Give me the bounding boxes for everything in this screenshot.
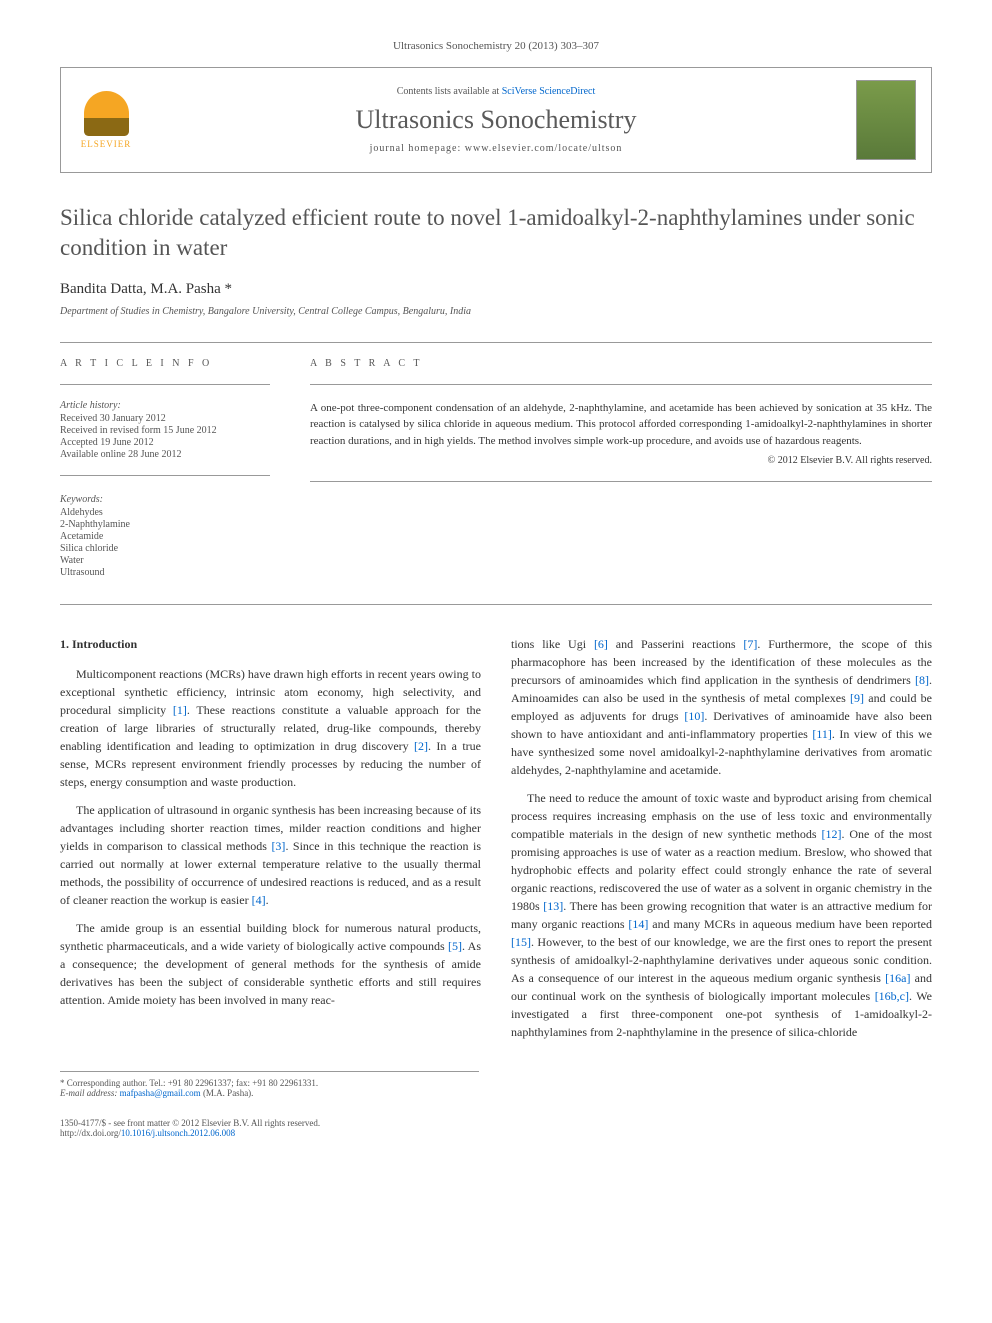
doi-link[interactable]: 10.1016/j.ultsonch.2012.06.008 [121,1128,235,1138]
reference-link[interactable]: [15] [511,935,531,949]
publisher-logo[interactable]: ELSEVIER [76,85,136,155]
article-title: Silica chloride catalyzed efficient rout… [60,203,932,263]
elsevier-tree-icon [84,91,129,136]
paragraph: The amide group is an essential building… [60,919,481,1009]
keyword: Silica chloride [60,543,270,554]
contents-line: Contents lists available at SciVerse Sci… [151,86,841,97]
article-info-header: A R T I C L E I N F O [60,358,270,369]
received-date: Received 30 January 2012 [60,413,270,424]
sciverse-link[interactable]: SciVerse ScienceDirect [502,86,596,97]
reference-link[interactable]: [13] [543,899,563,913]
reference-link[interactable]: [6] [594,637,608,651]
keywords-label: Keywords: [60,494,270,505]
bottom-meta: 1350-4177/$ - see front matter © 2012 El… [60,1118,932,1138]
reference-link[interactable]: [8] [915,673,929,687]
abstract-header: A B S T R A C T [310,358,932,369]
reference-link[interactable]: [1] [173,703,187,717]
journal-reference: Ultrasonics Sonochemistry 20 (2013) 303–… [60,40,932,52]
history-label: Article history: [60,400,270,411]
homepage-prefix: journal homepage: [370,143,465,154]
body-text: The amide group is an essential building… [60,921,481,953]
reference-link[interactable]: [3] [271,839,285,853]
accepted-date: Accepted 19 June 2012 [60,437,270,448]
divider [310,481,932,482]
reference-link[interactable]: [11] [812,727,832,741]
paragraph: tions like Ugi [6] and Passerini reactio… [511,635,932,779]
keyword: Ultrasound [60,567,270,578]
email-link[interactable]: mafpasha@gmail.com [120,1088,201,1098]
corresponding-author-note: * Corresponding author. Tel.: +91 80 229… [60,1071,479,1098]
reference-link[interactable]: [2] [414,739,428,753]
keyword: Acetamide [60,531,270,542]
online-date: Available online 28 June 2012 [60,449,270,460]
contents-prefix: Contents lists available at [397,86,502,97]
homepage-url[interactable]: www.elsevier.com/locate/ultson [465,143,623,154]
front-matter-line: 1350-4177/$ - see front matter © 2012 El… [60,1118,932,1128]
reference-link[interactable]: [12] [821,827,841,841]
body-text: and Passerini reactions [608,637,743,651]
revised-date: Received in revised form 15 June 2012 [60,425,270,436]
paragraph: The application of ultrasound in organic… [60,801,481,909]
divider [60,342,932,343]
reference-link[interactable]: [4] [252,893,266,907]
reference-link[interactable]: [7] [743,637,757,651]
authors: Bandita Datta, M.A. Pasha * [60,281,932,298]
journal-name: Ultrasonics Sonochemistry [151,105,841,135]
section-heading: 1. Introduction [60,635,481,653]
doi-line: http://dx.doi.org/10.1016/j.ultsonch.201… [60,1128,932,1138]
reference-link[interactable]: [16b,c] [875,989,909,1003]
doi-prefix: http://dx.doi.org/ [60,1128,121,1138]
journal-cover-thumb[interactable] [856,80,916,160]
left-column: 1. Introduction Multicomponent reactions… [60,635,481,1051]
keyword: 2-Naphthylamine [60,519,270,530]
article-info-column: A R T I C L E I N F O Article history: R… [60,358,270,579]
divider [310,384,932,385]
keyword: Aldehydes [60,507,270,518]
journal-header-box: ELSEVIER Contents lists available at Sci… [60,67,932,173]
divider [60,475,270,476]
reference-link[interactable]: [16a] [885,971,910,985]
reference-link[interactable]: [14] [628,917,648,931]
abstract-column: A B S T R A C T A one-pot three-componen… [310,358,932,579]
divider [60,384,270,385]
homepage-line: journal homepage: www.elsevier.com/locat… [151,143,841,154]
affiliation: Department of Studies in Chemistry, Bang… [60,306,932,317]
right-column: tions like Ugi [6] and Passerini reactio… [511,635,932,1051]
publisher-name: ELSEVIER [81,139,132,149]
paragraph: Multicomponent reactions (MCRs) have dra… [60,665,481,791]
body-columns: 1. Introduction Multicomponent reactions… [60,635,932,1051]
body-text: . [266,893,269,907]
reference-link[interactable]: [5] [448,939,462,953]
reference-link[interactable]: [9] [850,691,864,705]
body-text: . However, to the best of our knowledge,… [511,935,932,985]
body-text: and many MCRs in aqueous medium have bee… [648,917,932,931]
corresponding-tel: * Corresponding author. Tel.: +91 80 229… [60,1078,479,1088]
email-label: E-mail address: [60,1088,120,1098]
divider [60,604,932,605]
abstract-copyright: © 2012 Elsevier B.V. All rights reserved… [310,455,932,466]
paragraph: The need to reduce the amount of toxic w… [511,789,932,1041]
body-text: tions like Ugi [511,637,594,651]
abstract-text: A one-pot three-component condensation o… [310,400,932,450]
email-suffix: (M.A. Pasha). [201,1088,254,1098]
corresponding-email-line: E-mail address: mafpasha@gmail.com (M.A.… [60,1088,479,1098]
keyword: Water [60,555,270,566]
reference-link[interactable]: [10] [684,709,704,723]
